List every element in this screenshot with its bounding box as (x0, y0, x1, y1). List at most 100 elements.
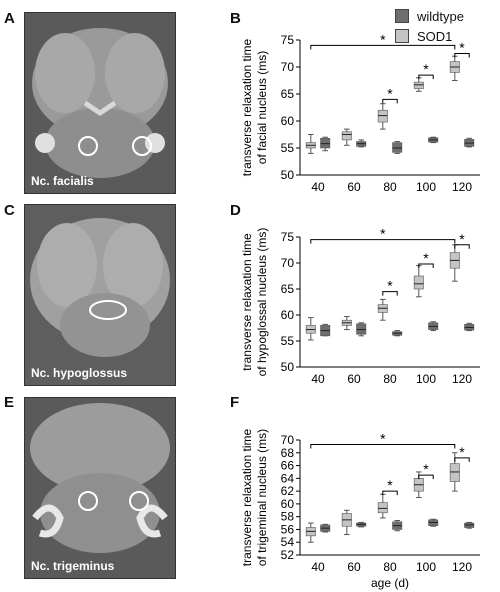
y-tick-label-d: 75 (281, 230, 295, 244)
x-tick-label-b: 40 (311, 180, 325, 194)
box-wildtype-b (392, 142, 403, 153)
y-tick-label-f: 60 (281, 497, 295, 511)
legend-label-wildtype: wildtype (417, 8, 464, 24)
x-tick-label-d: 100 (416, 372, 436, 386)
significance-bracket-b (454, 53, 470, 58)
box-sod1-b (341, 131, 352, 141)
y-tick-label-b: 55 (281, 141, 295, 155)
box-sod1-b (377, 109, 388, 123)
y-tick-label-f: 66 (281, 459, 295, 473)
roi-circle-left (78, 136, 98, 156)
legend-label-sod1: SOD1 (417, 28, 453, 44)
significance-star-d: * (423, 250, 429, 266)
box-sod1-f (449, 463, 460, 482)
panel-letter-a: A (4, 10, 15, 27)
significance-star-f: * (423, 461, 429, 477)
roi-ellipse (89, 300, 127, 320)
y-tick-label-d: 65 (281, 282, 295, 296)
x-tick-label-f: 40 (311, 560, 325, 574)
x-tick-label-f: 120 (452, 560, 472, 574)
panel-letter-e: E (4, 394, 15, 411)
significance-star-b: * (423, 61, 429, 77)
box-sod1-d (413, 275, 424, 290)
mri-brainstem-hypoglossus-drawing (25, 205, 175, 385)
x-tick-label-d: 120 (452, 372, 472, 386)
legend: wildtype SOD1 (395, 6, 464, 46)
significance-bracket-f (382, 490, 398, 496)
x-tick-label-b: 60 (347, 180, 361, 194)
mri-image-facialis: Nc. facialis (24, 12, 176, 194)
mri-label-facialis: Nc. facialis (31, 174, 94, 188)
legend-swatch-wildtype (395, 9, 409, 23)
y-tick-label-f: 58 (281, 510, 295, 524)
x-tick-label-d: 40 (311, 372, 325, 386)
mri-image-hypoglossus: Nc. hypoglossus (24, 204, 176, 386)
legend-item-sod1: SOD1 (395, 26, 464, 46)
panel-letter-c: C (4, 202, 15, 219)
significance-bracket-d (382, 291, 398, 296)
y-tick-label-f: 64 (281, 471, 295, 485)
y-tick-label-f: 54 (281, 535, 295, 549)
y-tick-label-f: 52 (281, 548, 295, 562)
y-axis-label-f: of trigeminal nucleus (ms) (255, 429, 269, 566)
significance-bracket-f (418, 474, 434, 480)
significance-bracket-d (310, 239, 456, 244)
x-tick-label-f: 60 (347, 560, 361, 574)
y-axis-label-f: transverse relaxation time (240, 428, 254, 566)
roi-circle-right (129, 491, 149, 511)
y-tick-label-b: 70 (281, 60, 295, 74)
mri-label-trigeminus: Nc. trigeminus (31, 559, 115, 573)
box-sod1-f (377, 502, 388, 514)
y-axis-label-b: transverse relaxation time (240, 38, 254, 176)
significance-bracket-d (418, 263, 434, 269)
x-tick-label-d: 80 (383, 372, 397, 386)
panel-letter-d: D (230, 202, 241, 219)
mri-image-trigeminus: Nc. trigeminus (24, 397, 176, 579)
x-tick-label-f: 100 (416, 560, 436, 574)
significance-star-b: * (380, 31, 386, 47)
mri-label-hypoglossus: Nc. hypoglossus (31, 366, 128, 380)
significance-star-d: * (387, 278, 393, 294)
significance-star-f: * (380, 430, 386, 446)
significance-bracket-b (382, 98, 398, 104)
y-tick-label-f: 62 (281, 484, 295, 498)
significance-star-b: * (387, 85, 393, 101)
x-axis-label-f: age (d) (371, 576, 409, 590)
y-tick-label-f: 56 (281, 522, 295, 536)
y-axis-label-b: of facial nucleus (ms) (255, 51, 269, 164)
y-tick-label-d: 70 (281, 256, 295, 270)
roi-circle-right (132, 136, 152, 156)
box-wildtype-b (320, 137, 331, 149)
y-tick-label-b: 60 (281, 114, 295, 128)
significance-star-f: * (459, 444, 465, 460)
y-tick-label-f: 70 (281, 433, 295, 447)
significance-bracket-f (454, 457, 470, 462)
y-tick-label-d: 50 (281, 360, 295, 374)
mri-brainstem-trigeminus-drawing (25, 398, 175, 578)
x-tick-label-b: 80 (383, 180, 397, 194)
box-wildtype-d (356, 323, 367, 335)
y-tick-label-d: 55 (281, 334, 295, 348)
significance-bracket-f (310, 443, 456, 449)
box-sod1-b (413, 81, 424, 89)
significance-bracket-b (310, 44, 456, 50)
roi-circle-left (78, 491, 98, 511)
significance-star-f: * (387, 477, 393, 493)
y-tick-label-b: 65 (281, 87, 295, 101)
x-tick-label-d: 60 (347, 372, 361, 386)
y-tick-label-b: 50 (281, 168, 295, 182)
mri-brainstem-facialis-drawing (25, 13, 175, 193)
x-tick-label-b: 120 (452, 180, 472, 194)
y-axis-label-d: transverse relaxation time (240, 233, 254, 371)
legend-swatch-sod1 (395, 29, 409, 43)
significance-bracket-b (418, 74, 434, 80)
y-tick-label-b: 75 (281, 33, 295, 47)
x-tick-label-b: 100 (416, 180, 436, 194)
y-tick-label-d: 60 (281, 308, 295, 322)
x-tick-label-f: 80 (383, 560, 397, 574)
legend-item-wildtype: wildtype (395, 6, 464, 26)
y-tick-label-f: 68 (281, 446, 295, 460)
significance-bracket-d (454, 244, 470, 249)
significance-star-d: * (380, 226, 386, 242)
